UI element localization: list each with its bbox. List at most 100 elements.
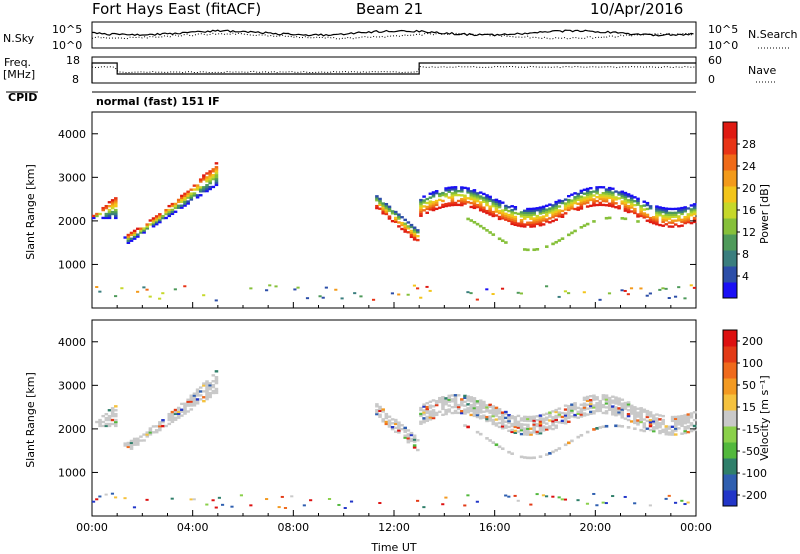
power-cell (98, 290, 102, 293)
power-cell (170, 202, 175, 206)
velocity-cell (620, 398, 625, 401)
power-cell (611, 193, 615, 196)
power-cell (636, 197, 640, 200)
velocity-cell (123, 442, 128, 445)
velocity-colorbar-swatch (723, 362, 737, 379)
power-cell (664, 209, 669, 212)
velocity-cell (154, 431, 159, 434)
velocity-cell (658, 424, 662, 427)
velocity-cell (623, 403, 628, 407)
velocity-cell (463, 396, 467, 400)
velocity-cell (378, 413, 382, 416)
nave-trace (91, 65, 697, 74)
velocity-cell (629, 406, 634, 409)
power-cell (450, 186, 455, 189)
power-cell (535, 216, 540, 220)
velocity-cell (529, 431, 533, 434)
velocity-cell (611, 405, 615, 408)
power-cell (387, 205, 392, 208)
velocity-cell (469, 396, 474, 399)
velocity-cell (431, 412, 436, 416)
velocity-cell (573, 413, 577, 417)
power-cell (95, 212, 99, 216)
power-cell (384, 204, 389, 208)
power-cell (202, 178, 206, 181)
velocity-cell (557, 413, 562, 416)
velocity-cell (195, 388, 200, 391)
power-colorbar-swatch (723, 170, 737, 187)
velocity-cell (208, 384, 212, 387)
power-cell (453, 188, 458, 191)
velocity-cell (601, 403, 606, 407)
velocity-cell (205, 392, 209, 395)
velocity-cell (98, 418, 102, 422)
power-cell (645, 213, 650, 217)
power-cell (488, 209, 492, 212)
velocity-cell (535, 418, 540, 422)
velocity-cell (202, 396, 206, 399)
velocity-cell (545, 426, 549, 429)
power-cell (431, 208, 436, 212)
velocity-cell (475, 400, 480, 403)
power-cell (170, 208, 175, 212)
velocity-cell (441, 405, 445, 409)
velocity-cell (161, 419, 165, 422)
power-cell (463, 194, 467, 197)
velocity-cell (648, 420, 653, 424)
velocity-cell (428, 410, 433, 413)
power-cell (469, 195, 474, 199)
velocity-cell (434, 401, 439, 405)
power-cell (655, 221, 659, 224)
power-cell (186, 190, 190, 193)
velocity-cell (491, 411, 496, 414)
velocity-cell (110, 409, 115, 412)
velocity-cell (655, 421, 659, 424)
velocity-cell (500, 427, 505, 430)
velocity-cell (592, 492, 596, 495)
power-cell (497, 205, 502, 209)
power-cell (488, 211, 492, 214)
power-cell (475, 192, 480, 195)
power-cell (425, 207, 430, 211)
velocity-cell (387, 421, 392, 424)
velocity-cell (220, 503, 225, 506)
nsearch-trace (91, 32, 694, 40)
velocity-cell (589, 404, 593, 408)
power-cell (139, 231, 143, 234)
velocity-cell (337, 503, 341, 506)
velocity-cell (589, 406, 593, 410)
velocity-cell (576, 406, 581, 410)
power-cell (686, 220, 691, 224)
velocity-cell (494, 408, 499, 411)
power-cell (145, 227, 150, 230)
velocity-cell (563, 416, 568, 419)
power-cell (551, 219, 555, 223)
power-cell (434, 207, 439, 211)
power-cell (268, 284, 272, 287)
velocity-cell (582, 398, 587, 401)
power-cell (381, 206, 385, 209)
velocity-colorbar-tick: 50 (742, 379, 756, 392)
power-cell (504, 218, 508, 221)
velocity-cell (611, 399, 615, 402)
power-cell (513, 219, 518, 223)
power-cell (139, 227, 143, 230)
power-cell (453, 186, 458, 189)
velocity-cell (397, 431, 401, 434)
power-cell (482, 206, 486, 209)
velocity-cell (629, 408, 634, 411)
power-cell (620, 190, 625, 193)
power-cell (579, 195, 584, 198)
velocity-cell (636, 413, 640, 416)
power-cell (485, 202, 489, 205)
power-cell (497, 204, 502, 207)
velocity-cell (548, 425, 552, 428)
power-colorbar-swatch (723, 186, 737, 203)
velocity-cell (541, 429, 546, 432)
velocity-cell (617, 411, 621, 414)
power-cell (491, 214, 496, 218)
power-cell (416, 238, 420, 242)
power-cell (504, 241, 508, 244)
power-cell (151, 221, 156, 224)
velocity-cell (381, 408, 385, 411)
